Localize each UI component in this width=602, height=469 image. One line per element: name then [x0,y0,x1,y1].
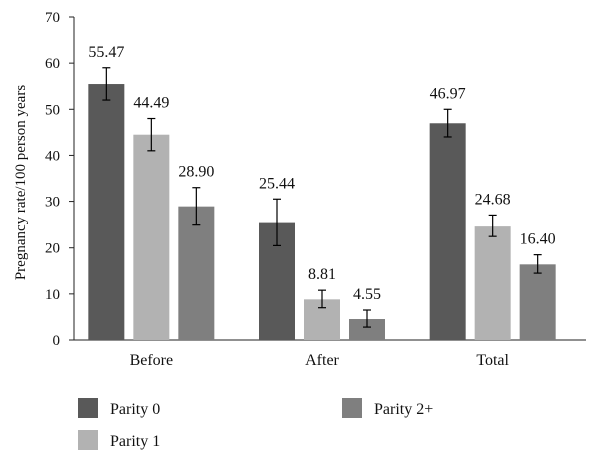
legend-label: Parity 1 [110,433,160,450]
legend-label: Parity 0 [110,401,160,418]
x-tick-label: After [305,352,339,369]
y-tick-label: 40 [45,148,60,164]
bar [88,84,125,341]
y-tick-label: 60 [45,56,60,72]
data-labels: 55.47 44.49 28.90 25.44 8.81 4.55 46.97 24.68 16… [88,44,555,303]
bar [474,226,511,340]
bar [178,206,215,340]
legend: Parity 0 Parity 1 Parity 2+ [78,398,433,450]
y-tick-label: 10 [45,287,60,303]
data-label: 28.90 [178,164,214,181]
data-label: 24.68 [475,191,511,208]
bars [88,67,556,341]
data-label: 16.40 [520,231,556,248]
x-tick-label: Before [130,352,174,369]
legend-swatch [342,398,362,418]
bar [519,264,556,340]
x-tick-label: Total [476,352,509,369]
data-label: 55.47 [88,44,124,61]
legend-label: Parity 2+ [374,401,433,418]
y-axis: 0 10 20 30 40 50 60 70 [45,10,75,349]
bar [349,319,385,340]
x-axis: Before After Total [74,339,586,369]
data-label: 44.49 [133,95,169,112]
legend-swatch [78,430,98,450]
y-axis-title: Pregnancy rate/100 person years [13,85,29,281]
y-tick-label: 70 [45,10,60,26]
y-tick-label: 30 [45,195,60,211]
bar [429,123,466,340]
data-label: 46.97 [430,85,466,102]
y-tick-label: 50 [45,102,60,118]
y-tick-label: 20 [45,241,60,257]
data-label: 25.44 [259,175,295,192]
legend-swatch [78,398,98,418]
bar [133,134,170,340]
data-label: 4.55 [353,286,381,303]
data-label: 8.81 [308,266,336,283]
y-tick-label: 0 [53,333,61,349]
